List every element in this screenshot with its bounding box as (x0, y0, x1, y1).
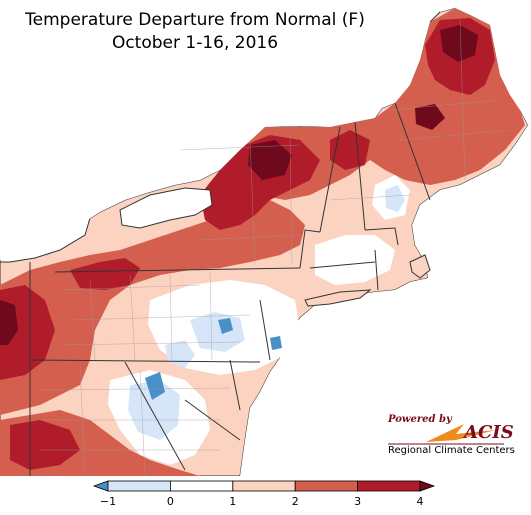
legend-bin (169, 480, 234, 492)
zone-over-4-maine-coast (415, 104, 445, 130)
zone-under-minus1-nj (270, 336, 282, 350)
acis-logo: Powered by ACIS Regional Climate Centers (386, 414, 515, 460)
zone-2-3-west (0, 200, 305, 415)
logo-powered-by: Powered by (388, 414, 452, 425)
logo-acis: ACIS (464, 422, 514, 443)
logo-org: Regional Climate Centers (388, 445, 515, 456)
map-frame (0, 0, 531, 476)
lake-ontario (119, 187, 213, 229)
legend-tick-label: 2 (292, 495, 299, 508)
canada-north (240, 0, 430, 150)
zone-3-4-vermont (330, 130, 370, 170)
legend-tick-label: 0 (167, 495, 174, 508)
legend-colorbar: −1 0 1 2 3 4 (92, 480, 436, 508)
legend-bin (294, 480, 359, 492)
zone-3-4-lake-shore (70, 258, 140, 290)
color-legend: −1 0 1 2 3 4 (0, 476, 531, 511)
zone-minus1-0-nh (385, 185, 405, 212)
cape-cod (409, 254, 431, 279)
legend-bin (232, 480, 296, 492)
logo-swoosh-icon (388, 424, 504, 445)
zone-under-minus1-pa (218, 318, 233, 334)
legend-bin (357, 480, 421, 492)
zone-over-4-upstate (248, 140, 292, 180)
zone-over-4-west (0, 300, 18, 345)
temperature-map (0, 0, 531, 476)
atlantic-ocean (240, 125, 531, 476)
zone-under-minus1-va (145, 372, 165, 400)
zone-0-1-newengland (315, 235, 395, 285)
canada-east (440, 0, 531, 125)
legend-bin (107, 480, 171, 492)
legend-tick-label: 1 (229, 495, 236, 508)
long-island (304, 289, 372, 307)
legend-tick-label: −1 (100, 495, 116, 508)
map-subtitle: October 1-16, 2016 (111, 33, 279, 53)
zone-3-4-sw (10, 420, 80, 470)
canada-region (0, 0, 531, 476)
legend-tick-label: 4 (417, 495, 424, 508)
map-title: Temperature Departure from Normal (F) (25, 10, 365, 30)
legend-under-arrow (92, 480, 109, 492)
legend-over-arrow (419, 480, 436, 492)
zone-over-4-maine (440, 25, 478, 62)
county-lines (39, 19, 511, 476)
legend-tick-label: 3 (354, 495, 361, 508)
